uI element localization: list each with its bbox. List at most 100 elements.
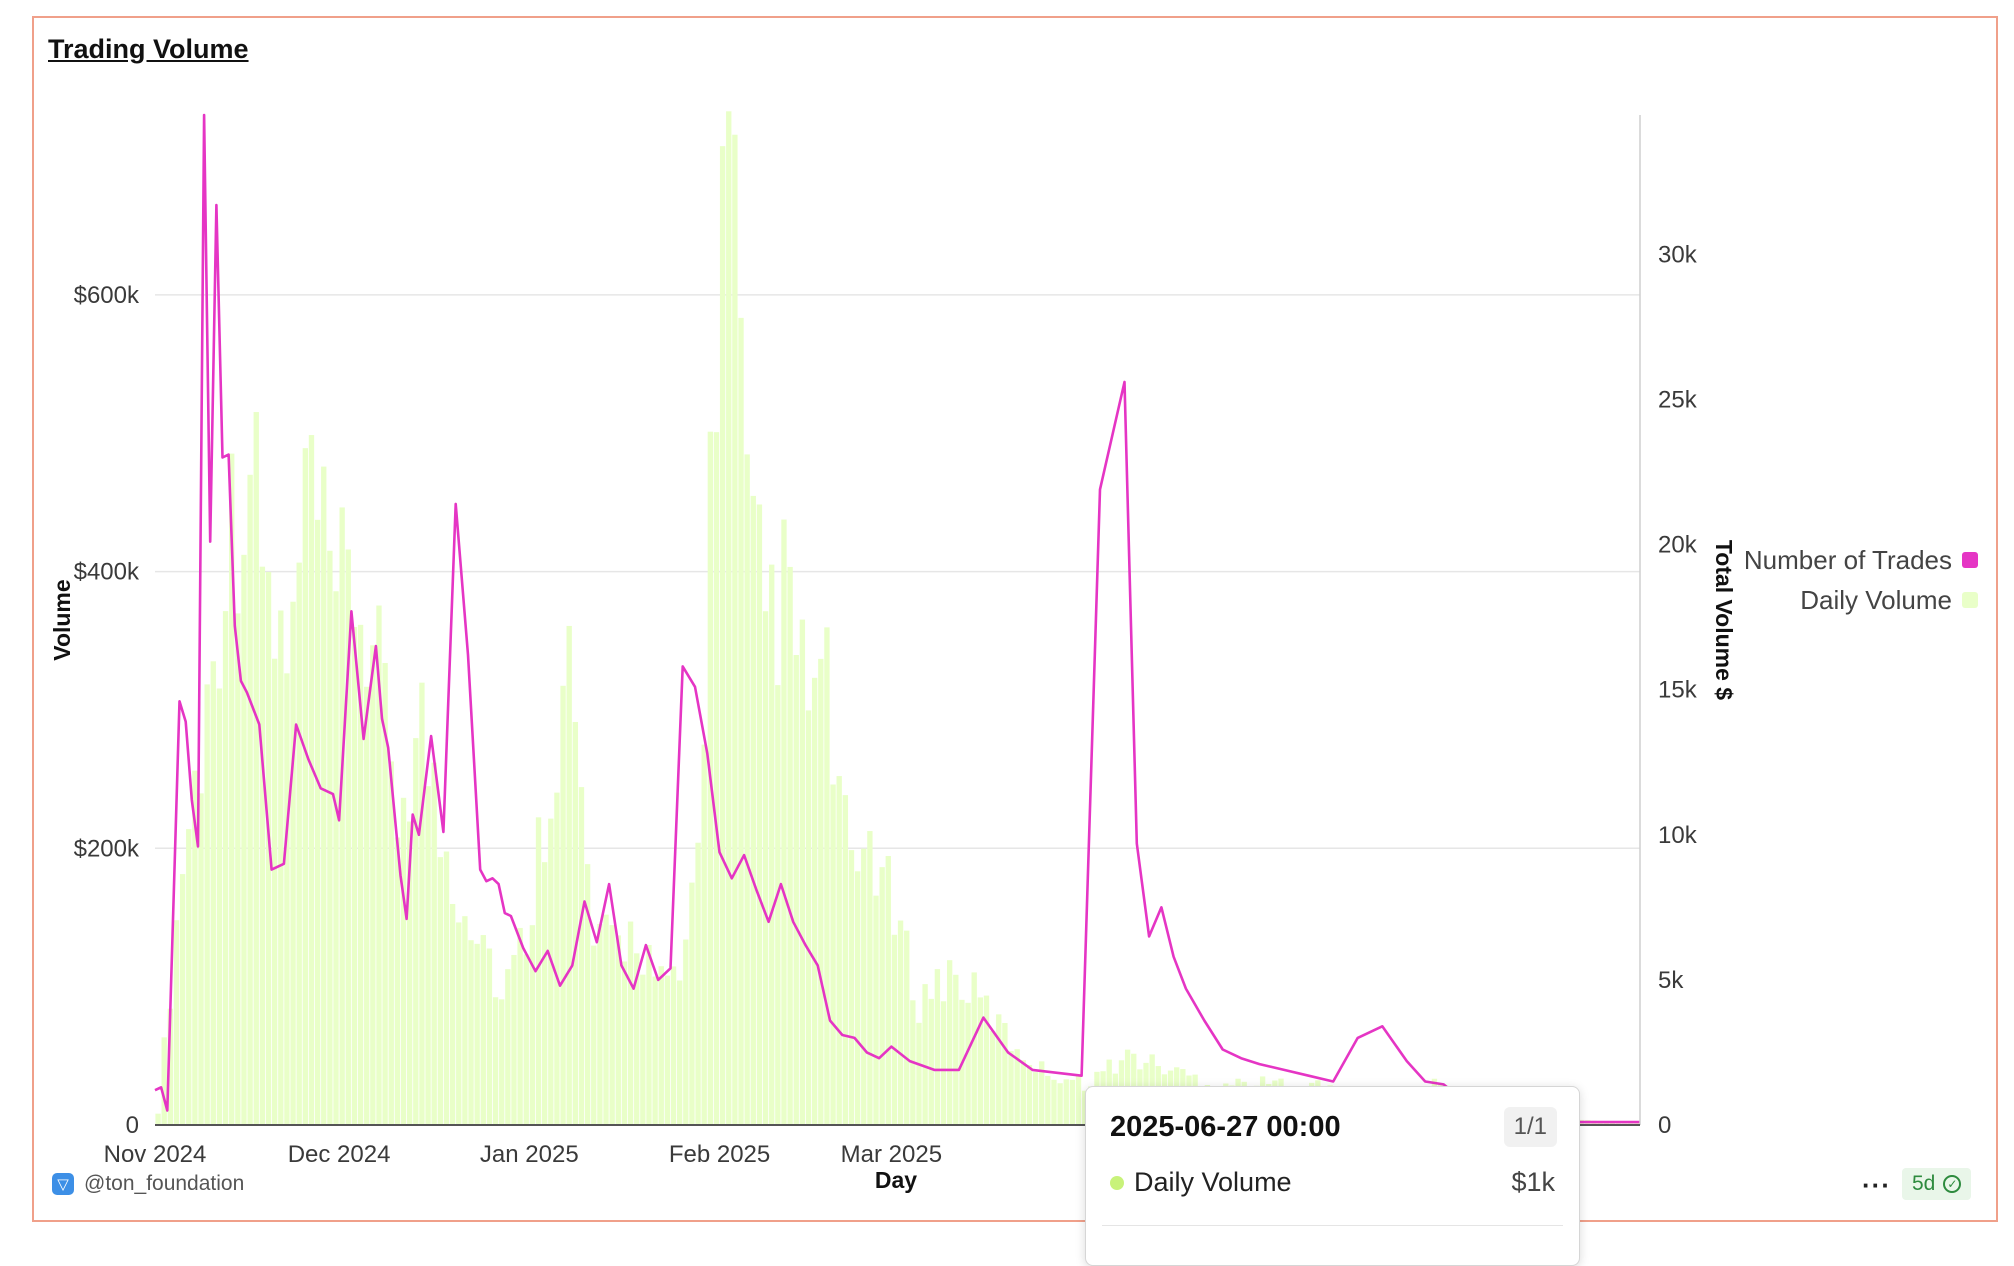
legend-item-volume[interactable]: Daily Volume xyxy=(1744,580,1978,620)
volume-bar[interactable] xyxy=(781,519,787,1125)
volume-bar[interactable] xyxy=(229,453,235,1125)
volume-bar[interactable] xyxy=(928,998,934,1125)
volume-bar[interactable] xyxy=(1045,1075,1051,1125)
volume-bar[interactable] xyxy=(621,961,628,1125)
volume-bar[interactable] xyxy=(259,566,266,1125)
volume-bar[interactable] xyxy=(431,762,437,1125)
volume-bar[interactable] xyxy=(701,744,707,1125)
volume-bar[interactable] xyxy=(425,786,431,1125)
volume-bar[interactable] xyxy=(572,721,579,1125)
volume-bar[interactable] xyxy=(971,972,977,1125)
volume-bar[interactable] xyxy=(480,935,486,1125)
volume-bar[interactable] xyxy=(376,605,382,1125)
volume-bar[interactable] xyxy=(535,817,542,1125)
volume-bar[interactable] xyxy=(885,856,891,1125)
volume-bar[interactable] xyxy=(382,663,388,1125)
volume-bar[interactable] xyxy=(406,821,413,1125)
volume-bar[interactable] xyxy=(204,684,210,1125)
volume-bar[interactable] xyxy=(1008,1051,1014,1125)
volume-bar[interactable] xyxy=(486,948,493,1125)
volume-bar[interactable] xyxy=(1069,1079,1076,1125)
volume-bar[interactable] xyxy=(333,591,339,1125)
volume-bar[interactable] xyxy=(842,795,849,1125)
volume-bar[interactable] xyxy=(732,134,738,1125)
volume-bar[interactable] xyxy=(578,787,585,1125)
volume-bar[interactable] xyxy=(646,944,652,1125)
volume-bar[interactable] xyxy=(904,930,910,1125)
volume-bar[interactable] xyxy=(873,895,879,1125)
volume-bar[interactable] xyxy=(793,654,799,1125)
volume-bar[interactable] xyxy=(824,627,830,1125)
volume-bar[interactable] xyxy=(615,935,621,1125)
volume-bar[interactable] xyxy=(965,1002,971,1125)
volume-bar[interactable] xyxy=(775,685,781,1125)
volume-bar[interactable] xyxy=(805,710,812,1125)
volume-bar[interactable] xyxy=(762,611,769,1125)
volume-bar[interactable] xyxy=(308,435,315,1126)
volume-bar[interactable] xyxy=(1063,1079,1069,1125)
volume-bar[interactable] xyxy=(351,627,358,1125)
volume-bar[interactable] xyxy=(419,682,425,1125)
volume-bar[interactable] xyxy=(517,927,523,1125)
volume-bar[interactable] xyxy=(541,862,548,1125)
volume-bar[interactable] xyxy=(155,1113,161,1125)
volume-bar[interactable] xyxy=(468,940,474,1125)
volume-bar[interactable] xyxy=(370,645,376,1125)
volume-bar[interactable] xyxy=(161,1037,167,1125)
volume-bar[interactable] xyxy=(186,829,192,1125)
volume-bar[interactable] xyxy=(627,921,634,1125)
volume-bar[interactable] xyxy=(861,848,867,1125)
volume-bar[interactable] xyxy=(241,554,247,1125)
volume-bar[interactable] xyxy=(652,976,658,1125)
volume-bar[interactable] xyxy=(523,954,529,1125)
volume-bar[interactable] xyxy=(1075,1075,1082,1125)
volume-bar[interactable] xyxy=(364,686,370,1125)
volume-bar[interactable] xyxy=(719,146,726,1126)
volume-bar[interactable] xyxy=(548,818,554,1125)
volume-bar[interactable] xyxy=(443,851,450,1125)
volume-bar[interactable] xyxy=(1057,1083,1063,1125)
volume-bar[interactable] xyxy=(670,966,677,1125)
volume-bar[interactable] xyxy=(321,466,327,1125)
volume-bar[interactable] xyxy=(474,943,480,1125)
volume-bar[interactable] xyxy=(818,658,824,1125)
volume-bar[interactable] xyxy=(756,504,763,1125)
volume-bar[interactable] xyxy=(683,939,689,1125)
volume-bar[interactable] xyxy=(388,761,394,1125)
volume-bar[interactable] xyxy=(922,984,928,1125)
volume-bar[interactable] xyxy=(210,661,216,1125)
refresh-badge[interactable]: 5d ✓ xyxy=(1902,1168,1972,1200)
volume-bar[interactable] xyxy=(290,601,296,1125)
volume-bar[interactable] xyxy=(456,922,462,1125)
volume-bar[interactable] xyxy=(235,613,241,1125)
volume-bar[interactable] xyxy=(278,610,284,1125)
volume-bar[interactable] xyxy=(413,738,419,1125)
volume-bar[interactable] xyxy=(799,619,806,1125)
volume-bar[interactable] xyxy=(554,792,560,1125)
volume-bar[interactable] xyxy=(314,519,321,1125)
volume-bar[interactable] xyxy=(1032,1072,1039,1125)
volume-bar[interactable] xyxy=(744,454,750,1125)
volume-bar[interactable] xyxy=(916,1022,922,1125)
volume-bar[interactable] xyxy=(1026,1065,1033,1125)
volume-bar[interactable] xyxy=(836,776,842,1125)
volume-bar[interactable] xyxy=(216,688,223,1125)
volume-bar[interactable] xyxy=(192,770,198,1125)
volume-bar[interactable] xyxy=(953,974,959,1125)
volume-bar[interactable] xyxy=(597,923,603,1125)
volume-bar[interactable] xyxy=(1603,1121,1609,1125)
volume-bar[interactable] xyxy=(566,625,572,1125)
volume-bar[interactable] xyxy=(1014,1049,1020,1125)
volume-bar[interactable] xyxy=(830,784,836,1125)
volume-bar[interactable] xyxy=(946,960,953,1125)
volume-bar[interactable] xyxy=(867,831,873,1125)
volume-bar[interactable] xyxy=(769,564,775,1125)
volume-bar[interactable] xyxy=(609,925,615,1125)
volume-bar[interactable] xyxy=(750,495,756,1125)
volume-bar[interactable] xyxy=(400,797,407,1125)
volume-bar[interactable] xyxy=(560,685,566,1125)
volume-bar[interactable] xyxy=(511,954,517,1125)
volume-bar[interactable] xyxy=(296,562,302,1125)
volume-bar[interactable] xyxy=(640,974,646,1125)
volume-bar[interactable] xyxy=(173,920,180,1125)
